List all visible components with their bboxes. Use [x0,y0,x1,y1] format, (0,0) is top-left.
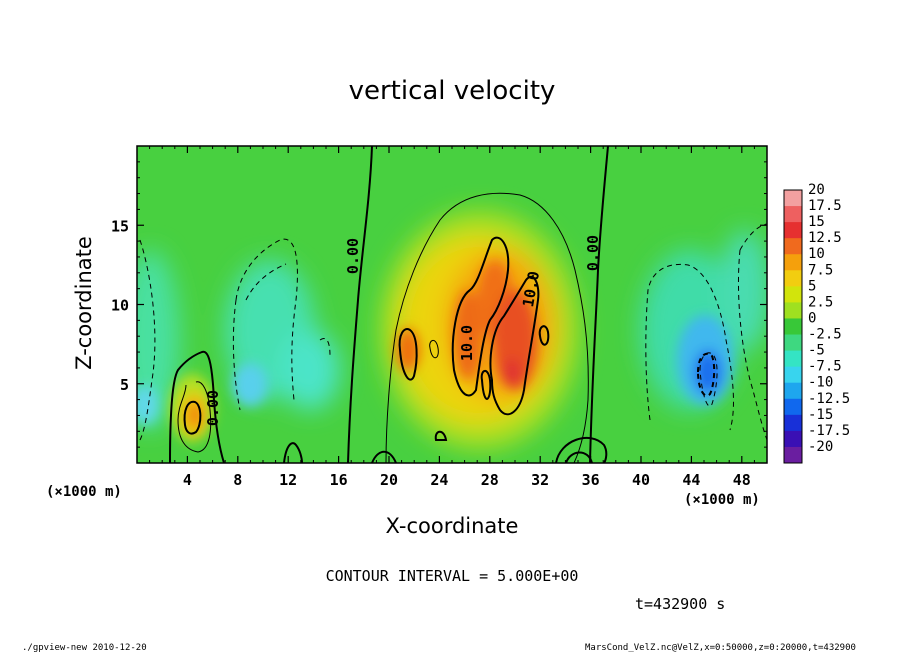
colorbar-swatch [784,238,802,255]
colorbar-swatch [784,398,802,416]
colorbar-label: 12.5 [808,230,842,246]
colorbar-label: -20 [808,439,833,455]
colorbar: 2017.51512.5107.552.50-2.5-5-7.5-10-12.5… [783,182,850,464]
colorbar-swatch [784,334,802,352]
x-tick-label: 16 [330,471,348,489]
x-tick-label: 8 [233,471,242,489]
contour-label: 0.00 [344,238,362,274]
contour-label: 0.00 [204,390,222,426]
colorbar-label: 5 [808,278,816,294]
y-tick-label: 15 [111,217,129,235]
time-label: t=432900 s [635,595,726,613]
colorbar-swatch [784,350,802,368]
contour-label: 10.0 [458,325,476,361]
colorbar-label: 15 [808,214,825,230]
contour-label: 10.0 [519,270,543,309]
colorbar-label: 2.5 [808,294,833,310]
x-tick-label: 40 [632,471,650,489]
contour-labels: 0.00 0.00 0.00 10.0 10.0 [204,235,602,426]
x-unit-label-right: (×1000 m) [684,492,760,508]
colorbar-swatch [784,206,802,223]
colorbar-frame [783,189,803,464]
x-unit-label-left: (×1000 m) [46,484,122,500]
colorbar-swatch [784,302,802,319]
contour-label: 0.00 [584,235,602,271]
colorbar-label: -12.5 [808,391,850,407]
colorbar-label: -5 [808,343,825,359]
colorbar-label: -2.5 [808,327,842,343]
colorbar-swatch [784,270,802,287]
colorbar-label: -7.5 [808,359,842,375]
x-tick-label: 36 [582,471,600,489]
colorbar-label: 7.5 [808,262,833,278]
colorbar-swatch [784,286,802,303]
x-tick-label: 32 [531,471,549,489]
x-tick-label: 20 [380,471,398,489]
colorbar-swatch [784,190,802,207]
colorbar-label: 10 [808,246,825,262]
colorbar-swatch [784,414,802,432]
colorbar-swatch [784,254,802,271]
colorbar-label: -17.5 [808,423,850,439]
contour-interval-text: CONTOUR INTERVAL = 5.000E+00 [325,567,579,585]
x-tick-label: 12 [279,471,297,489]
colorbar-swatch [784,382,802,400]
y-tick-label: 10 [111,297,129,315]
colorbar-label: -15 [808,407,833,423]
y-tick-label: 5 [120,376,129,394]
colorbar-label: 0 [808,310,816,326]
x-tick-label: 24 [430,471,448,489]
x-tick-label: 44 [682,471,700,489]
footer-right: MarsCond_VelZ.nc@VelZ,x=0:50000,z=0:2000… [585,643,856,653]
colorbar-label: 17.5 [808,198,842,214]
colorbar-swatch [784,446,802,464]
colorbar-swatch [784,430,802,448]
x-tick-label: 28 [481,471,499,489]
x-tick-label: 4 [183,471,192,489]
x-axis-label: X-coordinate [385,514,519,538]
colorbar-swatch [784,222,802,239]
x-tick-label: 48 [733,471,751,489]
colorbar-label: 20 [808,182,825,198]
footer-left: ./gpview-new 2010-12-20 [22,643,147,653]
plot-area [137,146,767,463]
colorbar-swatch [784,366,802,384]
colorbar-swatch [784,318,802,336]
colorbar-label: -10 [808,375,833,391]
chart-title: vertical velocity [348,76,556,106]
